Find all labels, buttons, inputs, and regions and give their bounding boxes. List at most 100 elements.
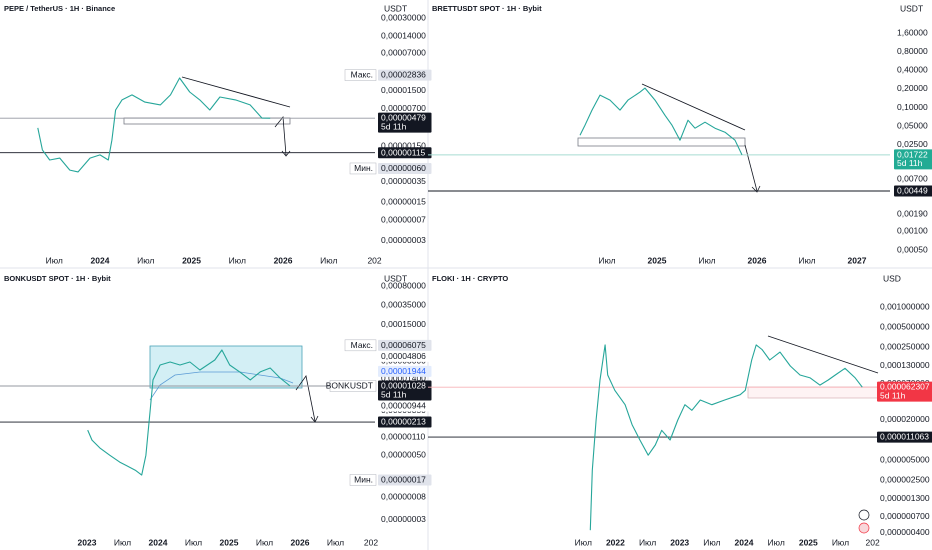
price-label-box	[378, 365, 432, 377]
x-tick-label: Июл	[46, 255, 63, 265]
axis-unit: USD	[883, 273, 901, 283]
x-tick-label: Июл	[229, 255, 246, 265]
price-label: 0,00004806	[381, 351, 426, 361]
y-tick-label: 0,20000	[897, 83, 928, 93]
y-tick-label: 0,001000000	[880, 301, 930, 311]
x-tick-label: Июл	[256, 537, 273, 547]
x-tick-label: 2024	[91, 255, 110, 265]
price-label-name: Макс.	[351, 340, 373, 350]
range-box	[123, 117, 291, 125]
y-tick-label: 0,00001500	[381, 85, 426, 95]
x-tick-label: Июл	[320, 255, 337, 265]
price-label-name: Мин.	[354, 163, 373, 173]
axis-unit: USDT	[384, 273, 407, 283]
price-label-box	[877, 431, 932, 443]
price-label-name-box	[349, 474, 377, 486]
price-label: 0,00000060	[381, 163, 426, 173]
y-tick-label: 0,00050	[897, 244, 928, 254]
y-tick-label: 0,00001400	[381, 373, 426, 383]
price-label: 0,00000115	[381, 147, 426, 157]
x-tick-label: Июл	[639, 537, 656, 547]
price-line	[589, 344, 863, 531]
y-tick-label: 0,000250000	[880, 341, 930, 351]
x-tick-label: Июл	[798, 255, 815, 265]
price-label-box	[378, 350, 432, 362]
price-label-box	[894, 149, 932, 170]
x-tick-label: 2023	[670, 537, 689, 547]
y-tick-label: 0,40000	[897, 65, 928, 75]
price-label: 0,00001944	[381, 366, 426, 376]
price-label-box	[378, 416, 432, 428]
price-label: 0,00000479	[381, 113, 426, 123]
price-label: 0,00002836	[381, 70, 426, 80]
y-tick-label: 0,000002500	[880, 474, 930, 484]
x-tick-label: 202	[367, 255, 381, 265]
x-tick-label: 2026	[274, 255, 293, 265]
price-label-name-box	[329, 380, 377, 392]
x-tick-label: 202	[866, 537, 880, 547]
y-tick-label: 0,00700	[897, 173, 928, 183]
projection-arrow	[274, 115, 287, 156]
x-tick-label: 2025	[648, 255, 667, 265]
price-label: 0,00006075	[381, 340, 426, 350]
trendline	[641, 83, 746, 131]
y-tick-label: 0,00000150	[381, 141, 426, 151]
y-tick-label: 0,000500000	[880, 321, 930, 331]
y-tick-label: 0,000130000	[880, 360, 930, 370]
price-label-name: Мин.	[354, 474, 373, 484]
x-tick-label: 2024	[149, 537, 168, 547]
price-label-name: BONKUSDT	[326, 381, 373, 391]
x-tick-label: Июл	[832, 537, 849, 547]
y-tick-label: 0,02500	[897, 139, 928, 149]
price-label-box	[378, 400, 432, 412]
price-label: 0,00001028	[381, 381, 426, 391]
y-tick-label: 0,000000400	[880, 527, 930, 537]
price-label-box	[877, 381, 932, 402]
price-label-name-box	[349, 162, 377, 175]
y-tick-label: 1,60000	[897, 27, 928, 37]
price-line	[37, 77, 271, 173]
price-line	[579, 87, 743, 156]
y-tick-label: 0,05000	[897, 120, 928, 130]
price-label: 0,000011063	[880, 432, 929, 442]
price-label: 0,00449	[897, 186, 928, 196]
event-icon[interactable]	[858, 509, 870, 521]
y-tick-label: 0,00000700	[381, 103, 426, 113]
y-tick-label: 0,00015000	[381, 319, 426, 329]
event-icon[interactable]	[858, 522, 870, 534]
range-box	[149, 345, 303, 389]
price-label: 0,000062307	[880, 382, 930, 392]
chart-title: PEPE / TetherUS · 1H · Binance	[4, 4, 115, 13]
trendline	[181, 76, 291, 108]
price-label-name-box	[344, 69, 377, 81]
price-label-box	[894, 185, 932, 197]
x-tick-label: 2025	[220, 537, 239, 547]
price-label: 0,00000944	[381, 401, 426, 411]
x-tick-label: 2022	[606, 537, 625, 547]
price-label: 0,00000213	[381, 417, 426, 427]
price-label-box	[378, 147, 432, 159]
range-box	[577, 137, 746, 147]
x-tick-label: 2026	[748, 255, 767, 265]
y-tick-label: 0,10000	[897, 102, 928, 112]
x-tick-label: Июл	[768, 537, 785, 547]
price-label-countdown: 5d 11h	[880, 390, 906, 400]
y-tick-label: 0,000020000	[880, 414, 930, 424]
price-label-box	[378, 474, 432, 486]
y-tick-label: 0,000001300	[880, 493, 930, 503]
chart-title: BONKUSDT SPOT · 1H · Bybit	[4, 274, 111, 283]
y-tick-label: 0,00080000	[381, 281, 426, 291]
y-tick-label: 0,00000110	[381, 431, 426, 441]
y-tick-label: 0,000000700	[880, 511, 930, 521]
x-tick-label: 202	[364, 537, 378, 547]
arrow-head	[751, 185, 761, 193]
y-tick-label: 0,00000003	[381, 514, 426, 524]
y-tick-label: 0,00000008	[381, 491, 426, 501]
x-tick-label: Июл	[137, 255, 154, 265]
x-tick-label: Июл	[185, 537, 202, 547]
y-tick-label: 0,80000	[897, 46, 928, 56]
x-tick-label: Июл	[575, 537, 592, 547]
price-label-box	[378, 69, 432, 81]
y-tick-label: 0,00030000	[381, 12, 426, 22]
